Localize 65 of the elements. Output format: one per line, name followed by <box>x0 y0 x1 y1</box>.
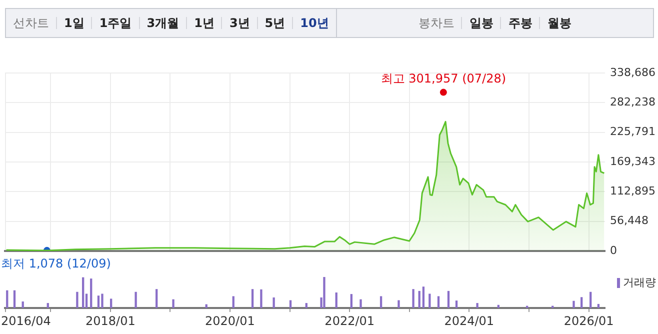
y-tick-label: 112,895 <box>610 184 656 198</box>
bar <box>22 301 24 308</box>
y-tick-label: 282,238 <box>610 96 656 109</box>
bar <box>597 304 600 308</box>
bar <box>101 294 104 308</box>
bar <box>590 292 592 308</box>
bar <box>398 300 400 308</box>
text: 3년 <box>221 16 257 30</box>
bar <box>380 296 382 308</box>
bar <box>360 299 362 308</box>
bar <box>455 300 458 308</box>
bar <box>76 292 78 308</box>
x-tick-label: 2018/01 <box>86 314 136 328</box>
x-tick-label: 2022/01 <box>324 314 375 328</box>
bar <box>422 286 425 308</box>
text: 3개월 <box>138 16 186 30</box>
bar <box>447 290 450 308</box>
bar <box>437 296 440 308</box>
text: 5년 <box>256 16 292 30</box>
bar <box>134 292 137 308</box>
bar <box>350 294 352 308</box>
bar <box>305 303 308 308</box>
y-tick-label: 338,686 <box>610 66 656 79</box>
bar <box>13 290 16 308</box>
bar <box>251 289 254 308</box>
bar <box>572 300 575 308</box>
bar <box>156 289 158 308</box>
text: 1년 <box>186 16 222 30</box>
bar <box>335 292 338 308</box>
x-tick-label: 2024/01 <box>444 314 494 328</box>
bar <box>6 290 8 308</box>
bar <box>97 296 100 308</box>
text: 주봉 <box>500 16 540 30</box>
x-tick-label: 2016/04 <box>1 314 51 328</box>
bar <box>110 298 112 308</box>
text: 일봉 <box>461 16 500 30</box>
text: 10년 <box>292 16 336 30</box>
text: 선차트 <box>12 16 50 30</box>
bar <box>428 294 431 308</box>
y-tick-label: 169,343 <box>610 154 656 168</box>
text: 1일 <box>56 16 92 30</box>
y-tick-label: 225,791 <box>610 125 656 138</box>
x-tick-label: 2026/01 <box>564 314 614 328</box>
bar <box>412 289 414 308</box>
data-label: 최저 1,078 (12/09) <box>1 256 111 271</box>
bar <box>172 299 174 308</box>
bar <box>272 297 275 308</box>
bar <box>260 289 262 308</box>
bar <box>418 290 420 308</box>
bar <box>82 277 84 308</box>
bar <box>289 300 292 308</box>
x-tick-label: 2020/01 <box>205 314 255 328</box>
text: 1주일 <box>91 16 139 30</box>
y-tick-label: 0 <box>610 244 617 257</box>
bar <box>232 296 234 308</box>
bar <box>476 303 478 308</box>
bar <box>323 277 326 308</box>
text: 월봉 <box>539 16 578 30</box>
data-label: 최고 301,957 (07/28) <box>380 71 506 86</box>
bar <box>580 297 583 308</box>
text: 봉차트 <box>417 16 456 30</box>
bar <box>46 303 49 308</box>
bar <box>90 278 92 308</box>
legend-label: 거래량 <box>623 276 656 289</box>
y-tick-label: 56,448 <box>610 214 648 228</box>
